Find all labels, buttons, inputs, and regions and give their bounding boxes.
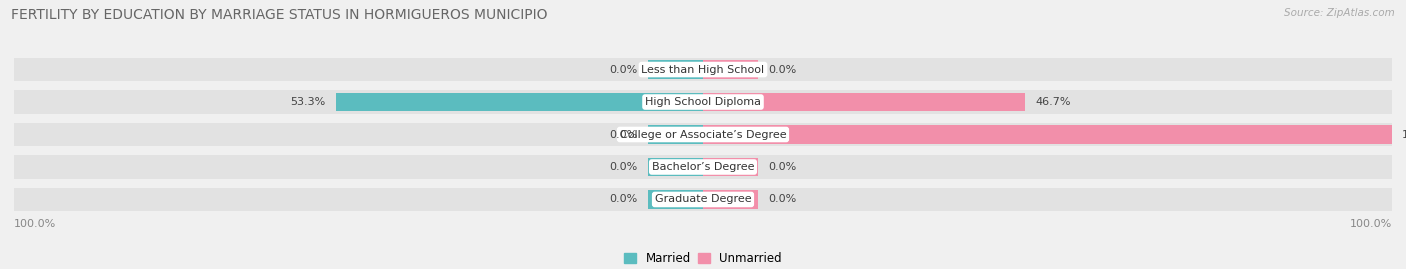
- Text: 46.7%: 46.7%: [1035, 97, 1070, 107]
- Text: 53.3%: 53.3%: [290, 97, 325, 107]
- Text: 0.0%: 0.0%: [609, 194, 637, 204]
- Text: 0.0%: 0.0%: [769, 162, 797, 172]
- Text: FERTILITY BY EDUCATION BY MARRIAGE STATUS IN HORMIGUEROS MUNICIPIO: FERTILITY BY EDUCATION BY MARRIAGE STATU…: [11, 8, 548, 22]
- Bar: [703, 125, 1392, 144]
- Text: Less than High School: Less than High School: [641, 65, 765, 75]
- Bar: [648, 60, 703, 79]
- Bar: [336, 93, 703, 111]
- Legend: Married, Unmarried: Married, Unmarried: [620, 247, 786, 269]
- Text: 0.0%: 0.0%: [769, 65, 797, 75]
- Bar: [703, 60, 758, 79]
- Text: 0.0%: 0.0%: [609, 129, 637, 140]
- Text: 100.0%: 100.0%: [14, 219, 56, 229]
- Text: Source: ZipAtlas.com: Source: ZipAtlas.com: [1284, 8, 1395, 18]
- Bar: [14, 58, 1392, 81]
- Text: High School Diploma: High School Diploma: [645, 97, 761, 107]
- Bar: [14, 90, 1392, 114]
- Bar: [14, 123, 1392, 146]
- Text: Graduate Degree: Graduate Degree: [655, 194, 751, 204]
- Bar: [648, 125, 703, 144]
- Text: 100.0%: 100.0%: [1402, 129, 1406, 140]
- Bar: [14, 155, 1392, 179]
- Bar: [703, 190, 758, 209]
- Bar: [703, 93, 1025, 111]
- Text: 0.0%: 0.0%: [769, 194, 797, 204]
- Text: 100.0%: 100.0%: [1350, 219, 1392, 229]
- Text: Bachelor’s Degree: Bachelor’s Degree: [652, 162, 754, 172]
- Bar: [648, 190, 703, 209]
- Text: 0.0%: 0.0%: [609, 65, 637, 75]
- Text: 0.0%: 0.0%: [609, 162, 637, 172]
- Bar: [14, 188, 1392, 211]
- Bar: [648, 158, 703, 176]
- Text: College or Associate’s Degree: College or Associate’s Degree: [620, 129, 786, 140]
- Bar: [703, 158, 758, 176]
